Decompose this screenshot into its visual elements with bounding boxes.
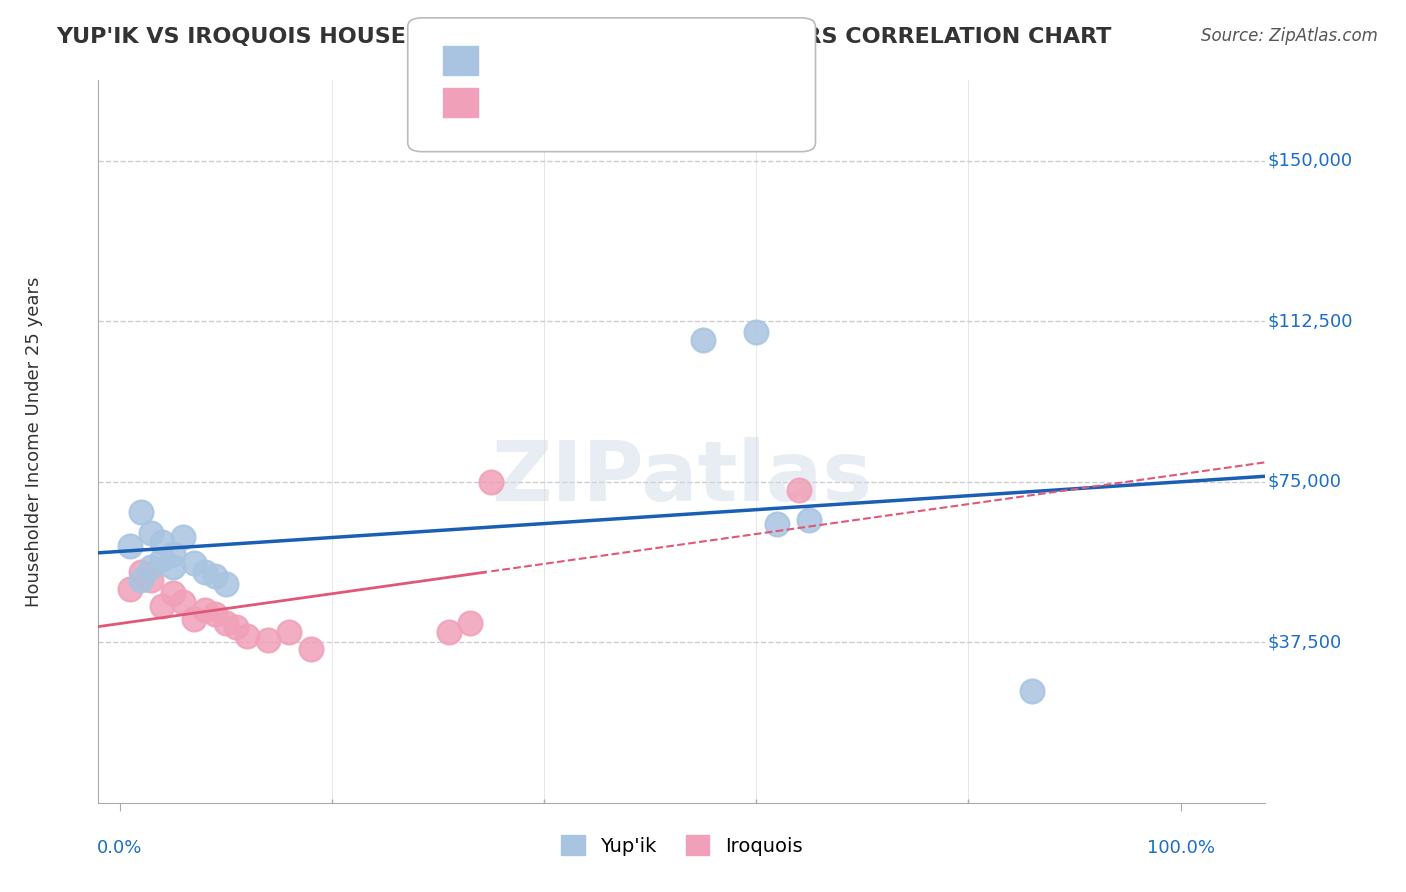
Point (141, 573, 163, 587)
Legend: Yup'ik, Iroquois: Yup'ik, Iroquois (551, 825, 813, 865)
Point (162, 548, 184, 562)
Point (215, 615, 238, 630)
Point (193, 565, 215, 579)
Point (193, 603, 215, 617)
Text: $75,000: $75,000 (1268, 473, 1341, 491)
Point (141, 526, 163, 541)
Text: Householder Income Under 25 years: Householder Income Under 25 years (25, 277, 44, 607)
Text: ZIPatlas: ZIPatlas (492, 437, 872, 518)
Text: R =  0.276   N = 18: R = 0.276 N = 18 (492, 52, 668, 70)
Point (479, 475, 502, 489)
Text: YUP'IK VS IROQUOIS HOUSEHOLDER INCOME UNDER 25 YEARS CORRELATION CHART: YUP'IK VS IROQUOIS HOUSEHOLDER INCOME UN… (56, 27, 1112, 46)
Point (745, 325, 768, 339)
Text: $150,000: $150,000 (1268, 152, 1353, 169)
Point (215, 577, 238, 591)
Point (172, 530, 194, 544)
Point (458, 615, 481, 630)
Point (204, 569, 226, 583)
Point (162, 560, 184, 574)
Point (162, 586, 184, 600)
Point (150, 534, 173, 549)
Point (150, 551, 173, 566)
Point (437, 624, 460, 639)
Point (1021, 684, 1043, 698)
Point (183, 556, 205, 570)
Point (225, 620, 247, 634)
Point (129, 565, 152, 579)
Point (257, 633, 280, 648)
Point (766, 517, 789, 532)
Text: 100.0%: 100.0% (1146, 839, 1215, 857)
Point (141, 560, 163, 574)
Text: 0.0%: 0.0% (97, 839, 142, 857)
Text: $112,500: $112,500 (1268, 312, 1353, 330)
Point (236, 629, 259, 643)
Text: R = -0.051   N = 19: R = -0.051 N = 19 (492, 94, 669, 112)
Point (172, 594, 194, 608)
Point (278, 624, 301, 639)
Text: Source: ZipAtlas.com: Source: ZipAtlas.com (1201, 27, 1378, 45)
Point (692, 334, 714, 348)
Point (129, 505, 152, 519)
Point (787, 483, 810, 498)
Point (204, 607, 226, 622)
Point (120, 539, 142, 553)
Text: $37,500: $37,500 (1268, 633, 1341, 651)
Point (299, 641, 322, 656)
Point (150, 599, 173, 613)
Point (183, 612, 205, 626)
Point (120, 582, 142, 596)
Point (129, 573, 152, 587)
Point (799, 513, 821, 527)
